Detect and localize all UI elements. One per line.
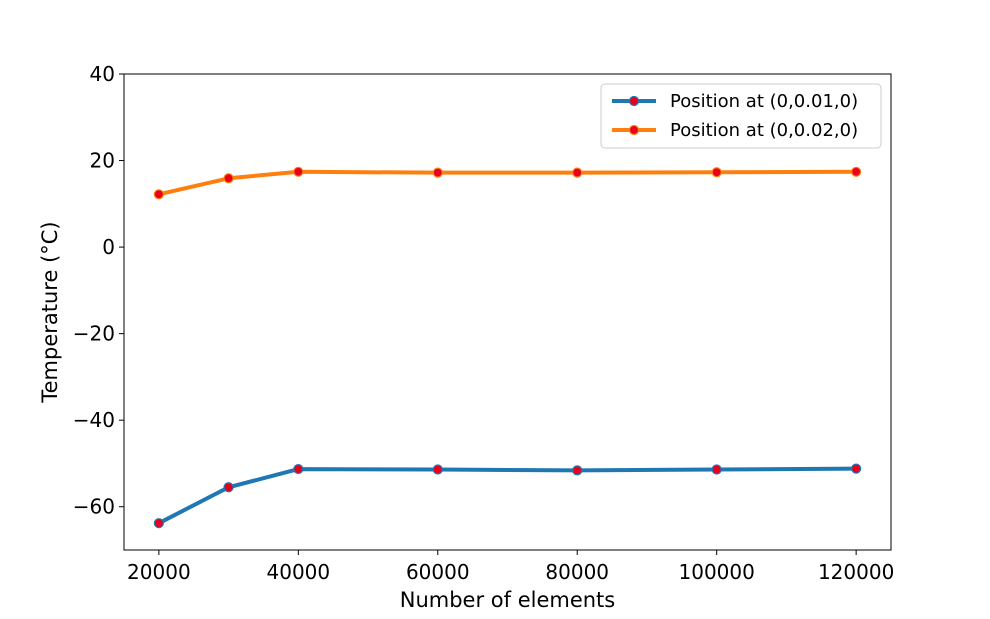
legend: Position at (0,0.01,0) Position at (0,0.0… xyxy=(600,83,882,149)
series-2-point xyxy=(711,167,722,178)
y-tick-label: 0 xyxy=(102,235,115,259)
x-tick-label: 60000 xyxy=(406,560,470,584)
series-2-point xyxy=(293,166,304,177)
series-line-1 xyxy=(156,466,859,526)
series-2-point xyxy=(432,167,443,178)
y-tick-label: 40 xyxy=(90,62,115,86)
series-1-point xyxy=(711,464,722,475)
series-2-point xyxy=(572,167,583,178)
y-tick-label: −20 xyxy=(73,322,115,346)
legend-label-1: Position at (0,0.01,0) xyxy=(670,91,858,112)
y-tick-label: 20 xyxy=(90,149,115,173)
y-tick-label: −60 xyxy=(73,495,115,519)
x-tick-label: 120000 xyxy=(818,560,894,584)
series-1-point xyxy=(572,465,583,476)
series-1-point xyxy=(153,518,164,529)
x-axis-label: Number of elements xyxy=(400,588,616,612)
series-1-point xyxy=(432,464,443,475)
series-1-point xyxy=(293,463,304,475)
series-layer xyxy=(153,166,862,529)
x-tick-label: 20000 xyxy=(127,560,191,584)
series-2-point xyxy=(223,173,234,184)
legend-marker-2 xyxy=(628,124,640,136)
series-1-point xyxy=(851,463,862,474)
x-tick-label: 80000 xyxy=(545,560,609,584)
plot-frame xyxy=(123,73,892,551)
series-2-point xyxy=(153,189,164,200)
y-axis: −60 −40 −20 0 20 40 xyxy=(73,62,124,519)
legend-marker-1 xyxy=(628,95,640,107)
series-line-2 xyxy=(156,169,859,197)
x-tick-label: 100000 xyxy=(679,560,755,584)
y-axis-label: Temperature (°C) xyxy=(38,221,62,403)
y-tick-label: −40 xyxy=(73,408,115,432)
series-1-point xyxy=(223,482,234,493)
x-tick-label: 40000 xyxy=(267,560,331,584)
x-axis: 20000 40000 60000 80000 100000 120000 xyxy=(127,550,894,584)
series-2-point xyxy=(851,166,862,177)
plot-area xyxy=(123,73,892,551)
legend-label-2: Position at (0,0.02,0) xyxy=(670,120,858,141)
legend-box xyxy=(600,83,882,149)
